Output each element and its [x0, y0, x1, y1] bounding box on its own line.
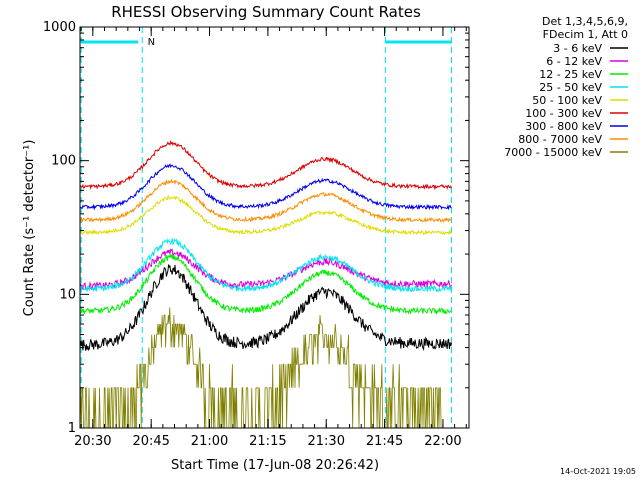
chart-title: RHESSI Observing Summary Count Rates — [111, 3, 421, 21]
legend-entry-label: 25 - 50 keV — [539, 81, 602, 94]
x-axis-label: Start Time (17-Jun-08 20:26:42) — [171, 458, 379, 473]
x-tick-label: 21:30 — [308, 434, 345, 449]
series-lines — [80, 139, 452, 428]
y-axis-label: Count Rate (s⁻¹ detector⁻¹) — [22, 140, 37, 317]
x-axis-label-prefix: Start Time ( — [171, 458, 248, 473]
legend-entry-label: 7000 - 15000 keV — [504, 146, 602, 159]
legend-header-line-1: Det 1,3,4,5,6,9, — [542, 15, 628, 28]
legend-entry-label: 300 - 800 keV — [525, 120, 602, 133]
y-axis: 1 10 100 1000 — [43, 20, 469, 436]
legend: Det 1,3,4,5,6,9, FDecim 1, Att 0 3 - 6 k… — [504, 15, 628, 159]
series-line — [80, 307, 442, 428]
x-axis-label-date: 17-Jun-08 20:26:42 — [248, 458, 374, 473]
plot-frame — [79, 26, 470, 429]
x-tick-label: 20:45 — [132, 434, 169, 449]
series-line — [80, 237, 452, 293]
series-line — [80, 139, 452, 191]
x-tick-label: 21:00 — [191, 434, 228, 449]
night-marker-label: N — [148, 37, 155, 48]
x-axis: 20:30 20:45 21:00 21:15 21:30 21:45 22:00 — [74, 27, 467, 449]
x-tick-label: 21:15 — [249, 434, 286, 449]
legend-header-line-2: FDecim 1, Att 0 — [543, 28, 628, 41]
x-axis-label-suffix: ) — [374, 458, 379, 473]
render-timestamp: 14-Oct-2021 19:05 — [560, 467, 636, 476]
legend-entry-label: 3 - 6 keV — [553, 42, 602, 55]
x-tick-label: 21:45 — [366, 434, 403, 449]
series-line — [80, 195, 452, 236]
legend-entry-label: 100 - 300 keV — [525, 107, 602, 120]
series-line — [80, 163, 452, 211]
series-line — [80, 178, 452, 224]
series-line — [80, 264, 452, 352]
plot-area: N — [80, 27, 452, 428]
night-markers — [80, 27, 452, 428]
x-tick-label: 20:30 — [74, 434, 111, 449]
y-tick-label: 100 — [51, 154, 76, 169]
y-tick-label: 1000 — [43, 20, 76, 35]
y-tick-label: 1 — [68, 421, 76, 436]
x-tick-label: 22:00 — [424, 434, 461, 449]
legend-entry-label: 6 - 12 keV — [546, 55, 602, 68]
legend-entry-label: 800 - 7000 keV — [518, 133, 602, 146]
y-tick-label: 10 — [59, 287, 76, 302]
series-line — [80, 253, 452, 316]
legend-entry-label: 12 - 25 keV — [539, 68, 602, 81]
series-line — [80, 248, 452, 291]
legend-entry-label: 50 - 100 keV — [532, 94, 602, 107]
